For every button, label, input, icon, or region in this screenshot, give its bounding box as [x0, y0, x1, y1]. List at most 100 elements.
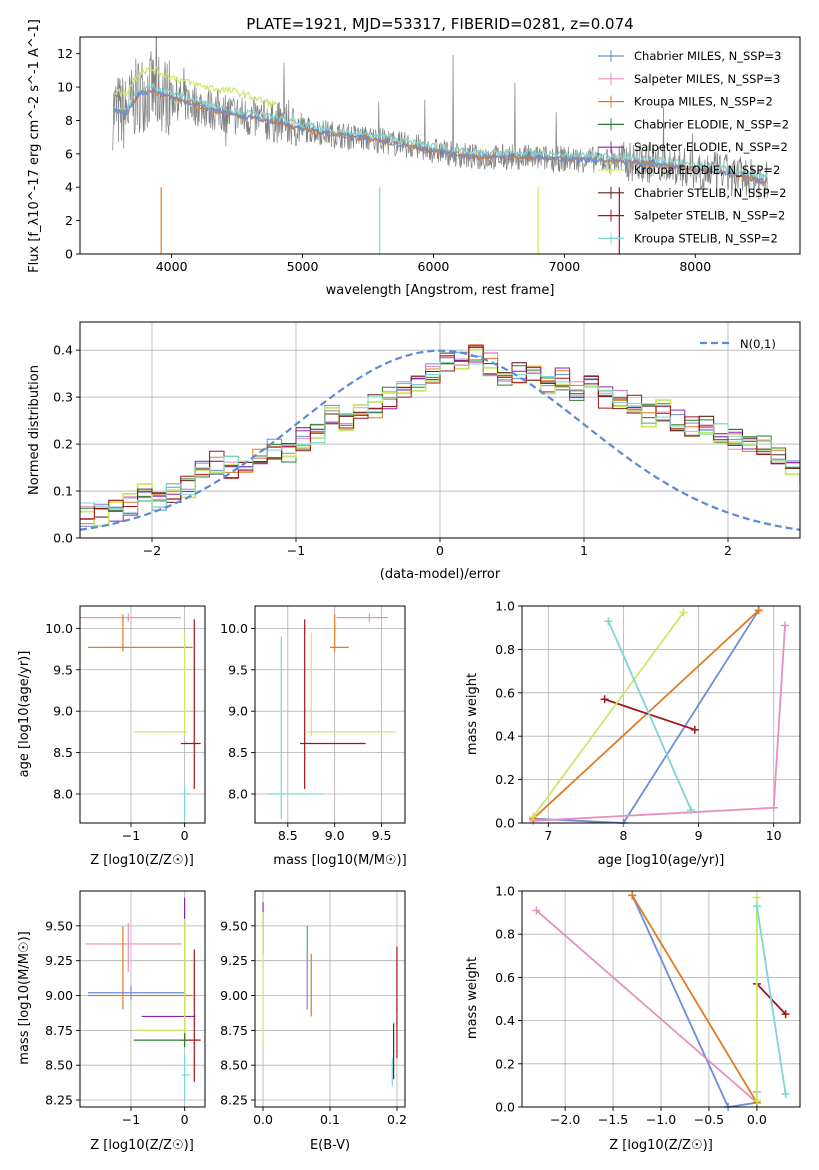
histogram-salpeter_stelib	[80, 345, 800, 520]
x-tick-label: 0	[181, 828, 189, 843]
legend-label: Chabrier STELIB, N_SSP=2	[634, 186, 786, 200]
legend-label: N(0,1)	[740, 337, 776, 351]
data-point	[529, 812, 538, 821]
legend-label: Salpeter ELODIE, N_SSP=2	[634, 140, 788, 154]
x-tick-label: 6000	[418, 259, 450, 274]
y-axis-label: mass [log10(M/M☉)]	[17, 931, 32, 1064]
grid-lines	[255, 606, 405, 823]
legend-label: Chabrier ELODIE, N_SSP=2	[634, 117, 789, 131]
legend-label: Chabrier MILES, N_SSP=3	[634, 49, 781, 63]
y-tick-label: 4	[65, 180, 73, 195]
series-kroupa_miles	[628, 891, 761, 1107]
errorbar-kroupa_miles	[88, 614, 193, 652]
axes-frame	[79, 36, 801, 255]
x-tick-label: 0.0	[747, 1112, 767, 1127]
x-tick-label: −1.0	[646, 1112, 676, 1127]
chart-title: PLATE=1921, MJD=53317, FIBERID=0281, z=0…	[246, 15, 633, 33]
x-tick-label: 0.0	[253, 1112, 273, 1127]
y-tick-label: 12	[57, 46, 73, 61]
x-tick-label: −0.5	[694, 1112, 724, 1127]
chart-weight_vs_age: 7 8 9 10 0.0 0.2 0.4 0.6 0.8 1.0 age [log10(age/yr…	[465, 599, 801, 868]
y-tick-label: 0	[65, 247, 73, 262]
y-tick-label: 10.0	[220, 621, 248, 636]
y-tick-label: 0.1	[53, 484, 73, 499]
series-kroupa_stelib	[604, 617, 696, 814]
y-tick-label: 8.50	[45, 1058, 73, 1073]
y-tick-label: 8.5	[228, 745, 248, 760]
y-tick-label: 0.0	[495, 1100, 515, 1115]
x-axis-label: E(B-V)	[310, 1138, 350, 1153]
x-tick-label: 4000	[156, 259, 188, 274]
x-tick-label: 10	[766, 828, 782, 843]
y-tick-label: 9.50	[45, 918, 73, 933]
data-point	[752, 893, 761, 902]
errorbar-chabrier_stelib	[392, 1023, 395, 1080]
y-axis-label: mass weight	[465, 957, 480, 1039]
y-axis-label: mass weight	[465, 673, 480, 755]
y-tick-label: 10.0	[45, 621, 73, 636]
axes-frame	[79, 321, 801, 539]
errorbar-kroupa_elodie	[262, 911, 264, 1045]
series-kroupa_elodie	[752, 893, 761, 1105]
x-axis-label: mass [log10(M/M☉)]	[273, 853, 406, 868]
chart-weight_vs_z: −2.0 −1.5 −1.0 −0.5 0.0 0.0 0.2 0.4 0.6 0.8 1.0 Z […	[465, 884, 801, 1153]
y-tick-label: 0.0	[53, 531, 73, 546]
y-tick-label: 8.25	[220, 1093, 248, 1108]
data-point	[532, 906, 541, 915]
errorbar-salpeter_stelib	[180, 949, 201, 1082]
grid-lines	[255, 891, 405, 1107]
errorbar-kroupa_stelib	[181, 785, 190, 819]
chart-age_vs_mass: 8.5 9.0 9.5 8.0 8.5 9.0 9.5 10.0 mass [log10(M/M…	[220, 605, 407, 868]
y-tick-label: 1.0	[495, 599, 515, 614]
y-tick-label: 0.3	[53, 390, 73, 405]
x-axis-label: Z [log10(Z/Z☉)]	[90, 853, 194, 868]
x-tick-label: 1	[580, 543, 588, 558]
plot-area	[262, 902, 398, 1087]
plot-area	[80, 344, 800, 531]
series-kroupa_miles	[529, 606, 763, 823]
y-tick-label: 0.0	[495, 816, 515, 831]
y-tick-label: 8.25	[45, 1093, 73, 1108]
y-tick-label: 0.2	[53, 437, 73, 452]
y-tick-label: 8.75	[220, 1023, 248, 1038]
x-tick-label: 9	[695, 828, 703, 843]
normal-curve	[80, 349, 800, 531]
plot-area	[267, 613, 396, 819]
data-point	[752, 1096, 761, 1105]
errorbar-salpeter_miles	[336, 613, 389, 622]
model-spectrum-kroupa_stelib	[113, 82, 768, 180]
chart-spectrum: 4000 5000 6000 7000 8000 0 2 4 6 8 10 12 wavelength …	[27, 19, 801, 298]
series-line	[607, 620, 692, 811]
series-line	[532, 611, 685, 818]
legend: Chabrier MILES, N_SSP=3 Salpeter MILES, N…	[598, 49, 789, 245]
data-point	[781, 1090, 790, 1099]
y-tick-label: 9.50	[220, 918, 248, 933]
x-tick-label: 8	[619, 828, 627, 843]
axes-frame	[254, 890, 406, 1108]
y-tick-label: 8.5	[53, 745, 73, 760]
y-tick-label: 0.2	[495, 1056, 515, 1071]
data-point	[687, 805, 696, 814]
series-line	[533, 625, 786, 822]
y-tick-label: 0.2	[495, 772, 515, 787]
legend-label: Kroupa MILES, N_SSP=2	[634, 95, 773, 109]
y-tick-label: 0.6	[495, 685, 515, 700]
data-point	[754, 606, 763, 615]
y-tick-label: 0.4	[495, 1013, 515, 1028]
x-tick-label: −1.5	[598, 1112, 628, 1127]
errorbar-kroupa_miles	[310, 953, 312, 1017]
y-tick-label: 10	[57, 80, 73, 95]
x-tick-label: 8000	[679, 259, 711, 274]
y-tick-label: 8.50	[220, 1058, 248, 1073]
errorbar-kroupa_miles	[88, 925, 193, 1010]
errorbar-salpeter_elodie	[141, 897, 196, 1045]
model-spectrum-chabrier_miles	[113, 88, 768, 184]
y-axis-label: Flux [f_λ10^-17 erg cm^-2 s^-1 A^-1]	[27, 19, 42, 273]
y-tick-label: 9.0	[228, 704, 248, 719]
y-tick-label: 9.25	[45, 953, 73, 968]
series-line	[631, 894, 758, 1104]
errorbar-chabrier_miles	[306, 925, 308, 1010]
errorbar-kroupa_stelib	[181, 1054, 190, 1101]
y-tick-label: 9.0	[53, 704, 73, 719]
data-point	[769, 803, 778, 812]
